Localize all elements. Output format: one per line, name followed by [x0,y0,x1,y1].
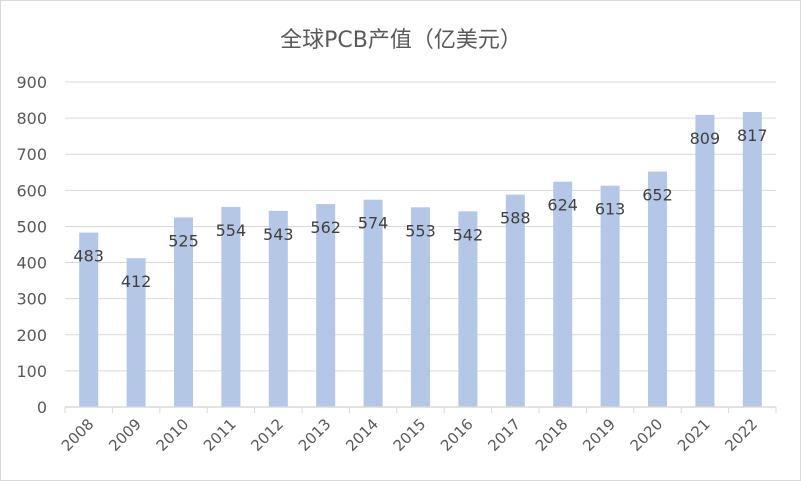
x-tick-label: 2011 [200,415,240,455]
data-label: 412 [121,272,152,291]
chart-title: 全球PCB产值（亿美元） [280,28,522,53]
data-label: 554 [216,221,247,240]
x-tick-label: 2015 [390,415,430,455]
data-label: 553 [405,221,436,240]
data-label: 543 [263,225,294,244]
bar-2019 [600,185,620,407]
y-tick-label: 400 [16,254,47,273]
bar-2009 [126,258,146,407]
y-tick-label: 600 [16,181,47,200]
bar-2015 [411,207,430,407]
x-tick-label: 2017 [484,415,524,455]
data-label: 624 [547,196,578,215]
y-tick-label: 200 [16,326,47,345]
bar-2022 [742,111,762,407]
bar-2020 [648,171,667,407]
y-tick-label: 0 [37,398,47,417]
bar-2021 [695,114,715,407]
data-label: 574 [358,214,389,233]
y-tick-label: 700 [16,145,47,164]
x-tick-label: 2009 [105,415,145,455]
bar-2013 [316,204,336,407]
y-tick-label: 800 [16,109,47,128]
x-tick-label: 2022 [721,415,761,455]
x-tick-label: 2018 [532,415,572,455]
bar-2017 [505,194,525,407]
bar-2016 [458,211,478,407]
x-tick-label: 2016 [437,415,477,455]
data-label: 613 [595,200,626,219]
x-tick-label: 2013 [295,415,335,455]
y-tick-label: 500 [16,217,47,236]
x-tick-label: 2021 [674,415,714,455]
x-tick-label: 2008 [58,415,98,455]
x-tick-label: 2014 [342,415,382,455]
data-label: 562 [310,218,341,237]
x-tick-label: 2010 [153,415,193,455]
x-tick-label: 2012 [247,415,287,455]
data-label: 652 [642,186,673,205]
y-tick-label: 300 [16,290,47,309]
bar-2012 [268,210,288,407]
data-label: 809 [690,129,721,148]
data-label: 525 [168,231,199,250]
y-tick-label: 100 [16,362,47,381]
y-tick-label: 900 [16,73,47,92]
bar-2014 [363,199,383,407]
data-label: 817 [737,126,768,145]
data-label: 588 [500,209,531,228]
data-label: 483 [73,247,104,266]
data-label: 542 [453,225,484,244]
bar-2008 [79,232,99,407]
x-tick-label: 2020 [627,415,667,455]
bar-2010 [174,217,193,407]
bar-2011 [221,206,241,407]
x-tick-label: 2019 [579,415,619,455]
bar-2018 [553,181,573,407]
